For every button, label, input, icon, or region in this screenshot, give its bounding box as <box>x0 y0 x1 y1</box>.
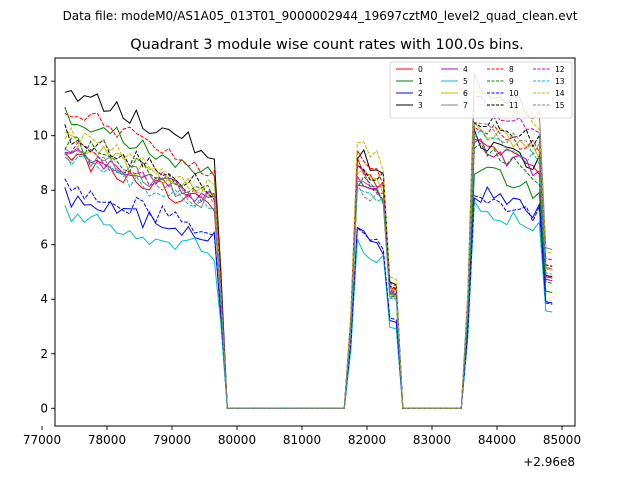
y-tick-label: 2 <box>40 347 48 361</box>
series-line-15 <box>64 121 553 409</box>
plot-area: 77000 78000 79000 80000 81000 82000 83000 84000… <box>23 57 581 447</box>
x-offset-label: +2.96e8 <box>523 455 575 469</box>
x-tick-label: 83000 <box>413 433 451 447</box>
legend-label-9: 9 <box>509 77 514 86</box>
x-tick-label: 80000 <box>218 433 256 447</box>
x-tick-label: 77000 <box>23 433 61 447</box>
legend-label-13: 13 <box>555 77 565 86</box>
y-tick-label: 0 <box>40 401 48 415</box>
legend-label-7: 7 <box>463 101 468 110</box>
legend-label-3: 3 <box>418 101 423 110</box>
legend-label-5: 5 <box>463 77 468 86</box>
y-tick-label: 6 <box>40 238 48 252</box>
x-tick-label: 84000 <box>478 433 516 447</box>
y-axis: 0 2 4 6 8 10 12 <box>33 74 55 415</box>
y-tick-label: 8 <box>40 183 48 197</box>
y-tick-label: 12 <box>33 74 48 88</box>
legend-label-6: 6 <box>463 89 468 98</box>
legend-label-14: 14 <box>555 89 565 98</box>
suptitle: Data file: modeM0/AS1A05_013T01_90000029… <box>63 9 578 23</box>
legend-label-10: 10 <box>509 89 519 98</box>
y-tick-label: 4 <box>40 292 48 306</box>
x-tick-label: 81000 <box>283 433 321 447</box>
legend-box <box>389 61 573 119</box>
x-tick-label: 78000 <box>88 433 126 447</box>
legend-label-12: 12 <box>555 65 565 74</box>
x-tick-label: 85000 <box>543 433 581 447</box>
legend-label-1: 1 <box>418 77 423 86</box>
legend-label-0: 0 <box>418 65 423 74</box>
x-axis: 77000 78000 79000 80000 81000 82000 83000 84000… <box>23 426 581 447</box>
legend-label-11: 11 <box>509 101 519 110</box>
y-tick-label: 10 <box>33 129 48 143</box>
x-tick-label: 79000 <box>153 433 191 447</box>
series-line-10 <box>64 178 553 409</box>
x-tick-label: 82000 <box>348 433 386 447</box>
legend-label-15: 15 <box>555 101 565 110</box>
plot-background <box>55 58 575 426</box>
legend-label-2: 2 <box>418 89 423 98</box>
axes-frame <box>54 57 576 427</box>
legend-label-8: 8 <box>509 65 514 74</box>
series-layer <box>64 73 553 409</box>
legend-label-4: 4 <box>463 65 468 74</box>
chart-title: Quadrant 3 module wise count rates with … <box>130 37 524 53</box>
